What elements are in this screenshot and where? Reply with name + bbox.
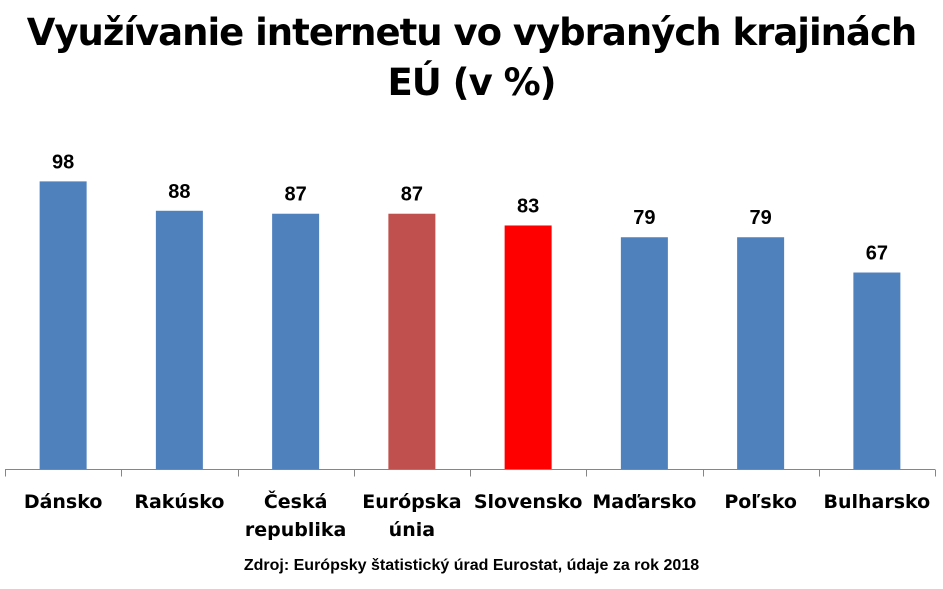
x-axis-tick-labels: Dánsko Rakúsko Česká republika Európska únia S… bbox=[24, 489, 930, 541]
data-label-4: 83 bbox=[517, 195, 539, 217]
x-tick-label-7: Bulharsko bbox=[824, 491, 931, 513]
bar-4 bbox=[504, 225, 552, 470]
bar-2 bbox=[272, 213, 320, 470]
data-label-1: 88 bbox=[168, 181, 190, 203]
bars-layer bbox=[39, 181, 901, 470]
x-tick-label-2-line-0: Česká bbox=[264, 489, 328, 513]
bar-3 bbox=[388, 213, 436, 470]
x-axis-ticks bbox=[5, 469, 936, 477]
data-labels: 98 88 87 87 83 79 79 67 bbox=[52, 151, 888, 264]
chart-title-line-2: EÚ (v %) bbox=[387, 61, 556, 104]
x-tick-label-4: Slovensko bbox=[474, 491, 583, 513]
bar-5 bbox=[620, 237, 668, 470]
x-tick-label-3-line-1: únia bbox=[389, 519, 435, 541]
x-tick-label-5: Maďarsko bbox=[592, 491, 696, 513]
bar-0 bbox=[39, 181, 87, 470]
data-label-3: 87 bbox=[401, 184, 423, 206]
data-label-2: 87 bbox=[285, 184, 307, 206]
x-tick-label-1: Rakúsko bbox=[134, 491, 224, 513]
x-tick-label-0: Dánsko bbox=[24, 491, 103, 513]
chart-source-note: Zdroj: Európsky štatistický úrad Eurosta… bbox=[243, 557, 700, 574]
data-label-0: 98 bbox=[52, 151, 74, 173]
bar-1 bbox=[155, 210, 203, 470]
bar-6 bbox=[737, 237, 785, 470]
x-tick-label-2-line-1: republika bbox=[245, 519, 346, 541]
data-label-6: 79 bbox=[750, 207, 772, 229]
data-label-5: 79 bbox=[633, 207, 655, 229]
data-label-7: 67 bbox=[866, 243, 888, 265]
x-tick-label-3-line-0: Európska bbox=[362, 491, 461, 513]
chart-title-line-1: Využívanie internetu vo vybraných krajin… bbox=[26, 11, 918, 54]
bar-7 bbox=[853, 272, 901, 470]
x-tick-label-6: Poľsko bbox=[724, 491, 797, 513]
chart-title: Využívanie internetu vo vybraných krajin… bbox=[0, 8, 943, 108]
